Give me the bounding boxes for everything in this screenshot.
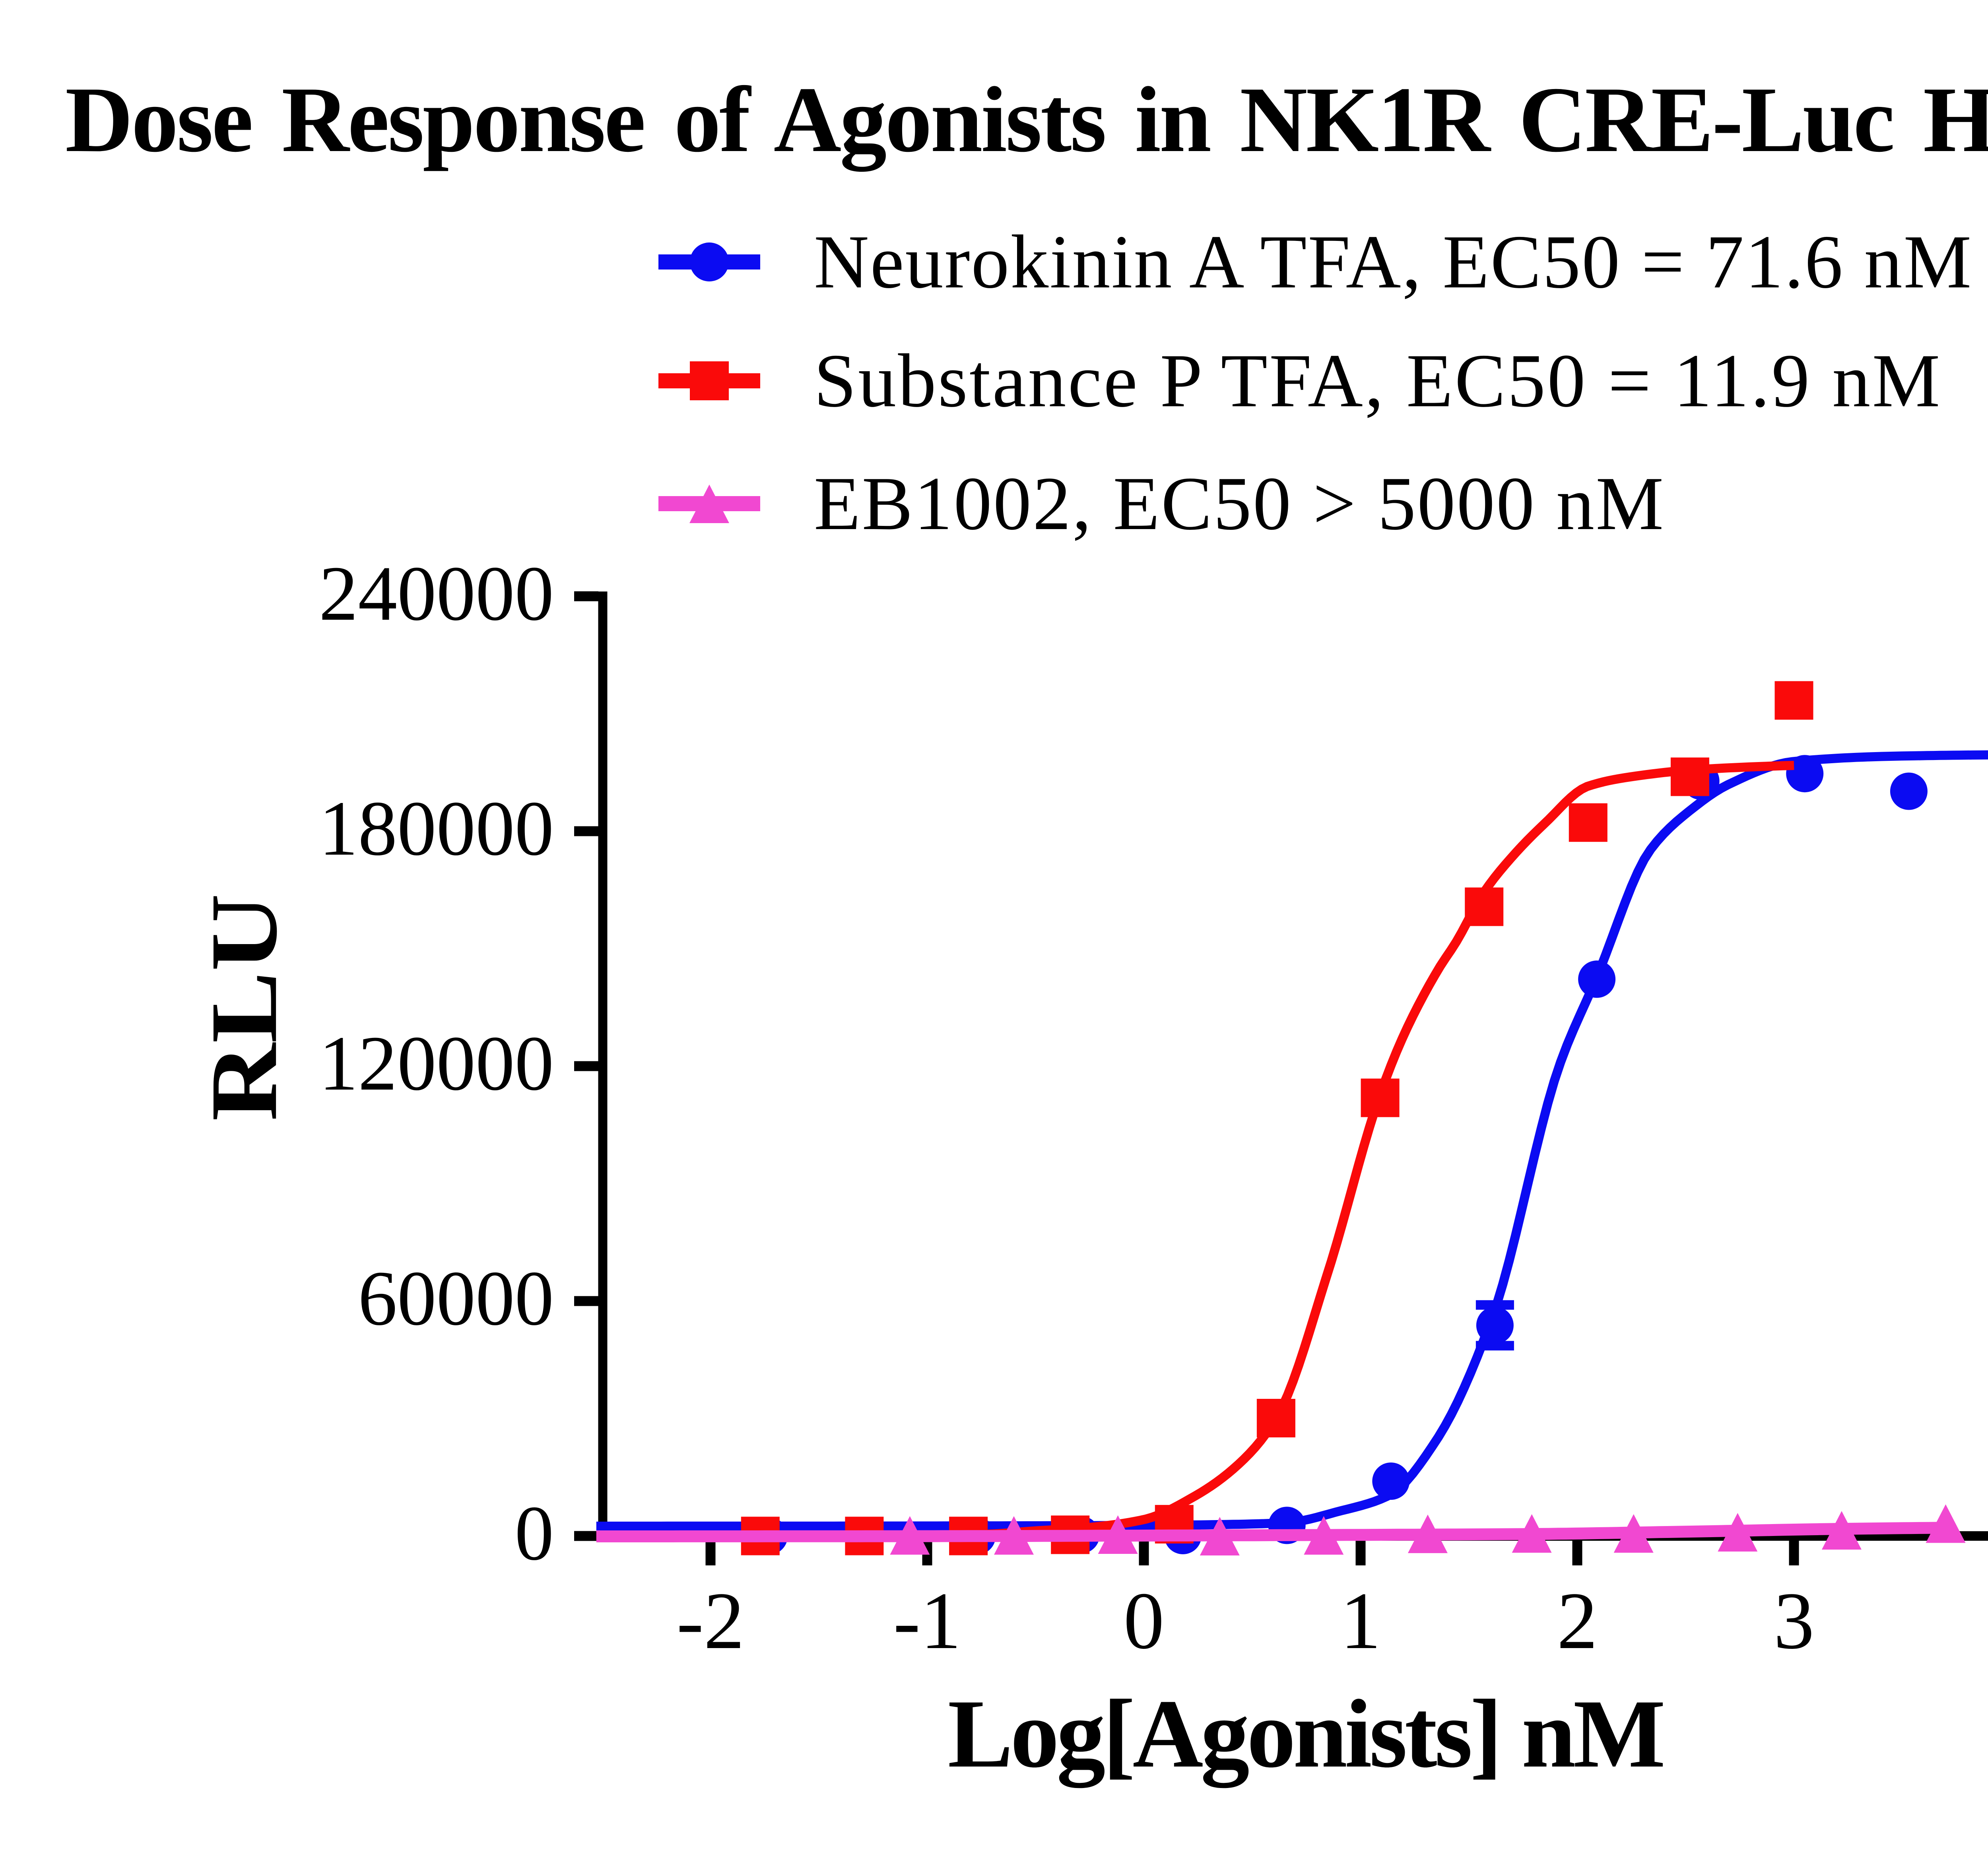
svg-text:RLU: RLU: [191, 894, 297, 1121]
svg-text:240000: 240000: [319, 550, 554, 637]
svg-text:-2: -2: [677, 1576, 745, 1666]
svg-text:3: 3: [1774, 1576, 1815, 1666]
svg-text:0: 0: [1124, 1576, 1165, 1666]
svg-text:Dose Response of Agonists in N: Dose Response of Agonists in NK1R CRE-Lu…: [65, 51, 1988, 183]
svg-text:0: 0: [515, 1489, 554, 1577]
svg-text:60000: 60000: [358, 1255, 554, 1342]
svg-text:120000: 120000: [319, 1020, 554, 1107]
svg-text:180000: 180000: [319, 785, 554, 872]
svg-text:Substance P TFA, EC50 = 11.9 n: Substance P TFA, EC50 = 11.9 nM: [814, 338, 1942, 423]
svg-text:Log[Agonists] nM: Log[Agonists] nM: [948, 1680, 1663, 1788]
svg-text:2: 2: [1557, 1576, 1598, 1666]
svg-text:EB1002, EC50 > 5000 nM: EB1002, EC50 > 5000 nM: [814, 461, 1665, 546]
svg-text:-1: -1: [893, 1576, 961, 1666]
svg-text:Neurokinin A TFA, EC50 = 71.6: Neurokinin A TFA, EC50 = 71.6 nM: [814, 219, 1972, 304]
svg-text:1: 1: [1340, 1576, 1381, 1666]
